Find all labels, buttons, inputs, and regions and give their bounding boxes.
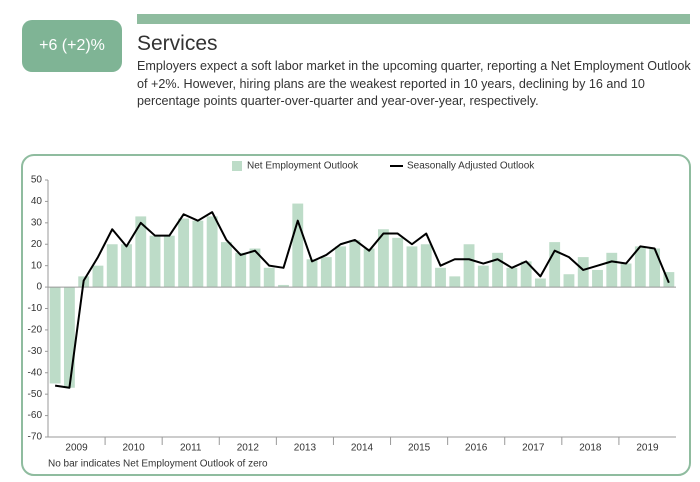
badge: +6 (+2)% (22, 20, 122, 72)
body-text: Employers expect a soft labor market in … (137, 59, 691, 108)
y-tick-label: 30 (31, 217, 43, 228)
x-tick-label: 2011 (180, 443, 202, 454)
bar (163, 235, 175, 288)
bar (263, 267, 275, 288)
bar (335, 246, 347, 288)
x-tick-label: 2017 (522, 443, 545, 454)
bar (106, 244, 118, 288)
x-tick-label: 2019 (636, 443, 659, 454)
y-tick-label: -20 (28, 325, 43, 336)
bar (520, 261, 532, 288)
bar (620, 263, 632, 288)
y-tick-label: -30 (28, 346, 43, 357)
bar (63, 287, 75, 388)
legend-swatch (232, 161, 242, 171)
bar (592, 269, 603, 288)
x-tick-label: 2010 (123, 443, 146, 454)
y-tick-label: -60 (28, 410, 43, 421)
bar (549, 242, 561, 288)
legend-label: Net Employment Outlook (247, 161, 359, 172)
bar (577, 257, 589, 288)
x-tick-label: 2009 (65, 443, 88, 454)
bar (492, 252, 504, 288)
x-tick-label: 2015 (408, 443, 431, 454)
x-tick-label: 2016 (465, 443, 488, 454)
chart-frame (21, 154, 691, 476)
bar (192, 220, 204, 288)
title: Services (137, 32, 218, 55)
x-tick-label: 2014 (351, 443, 374, 454)
header-bar (137, 14, 690, 24)
bar (320, 257, 332, 288)
bar (563, 274, 575, 288)
bar (249, 248, 261, 288)
y-tick-label: 20 (31, 239, 43, 250)
bar (534, 278, 546, 288)
line (54, 211, 670, 389)
bar (349, 239, 361, 288)
bar (206, 216, 218, 288)
bar (92, 265, 104, 288)
bar (649, 248, 661, 288)
legend-label: Seasonally Adjusted Outlook (407, 161, 535, 172)
y-tick-label: 10 (31, 260, 43, 271)
bar (406, 246, 418, 288)
bar (449, 276, 461, 288)
bar (420, 244, 432, 288)
bar (149, 235, 161, 288)
bar (235, 252, 247, 288)
bar (278, 284, 289, 288)
y-tick-label: -50 (28, 389, 43, 400)
y-tick-label: -70 (28, 432, 43, 443)
y-tick-label: 40 (31, 196, 43, 207)
y-tick-label: 0 (36, 282, 42, 293)
y-tick-label: -10 (28, 303, 43, 314)
x-tick-label: 2013 (294, 443, 317, 454)
bar (663, 272, 675, 288)
bar (135, 216, 147, 288)
bar (477, 265, 489, 288)
bar (178, 218, 190, 288)
bar (634, 246, 646, 288)
x-tick-label: 2012 (237, 443, 260, 454)
x-tick-label: 2018 (579, 443, 602, 454)
bar (392, 237, 404, 288)
y-tick-label: -40 (28, 367, 43, 378)
bar (121, 244, 132, 288)
note: No bar indicates Net Employment Outlook … (48, 459, 268, 470)
bar (463, 244, 475, 288)
y-tick-label: 50 (31, 175, 43, 186)
bar (292, 203, 304, 288)
bar (506, 267, 518, 288)
bar (49, 287, 61, 384)
bar (220, 242, 232, 288)
bar (435, 267, 446, 288)
bar (606, 252, 618, 288)
bar (377, 229, 389, 288)
bar (306, 259, 318, 288)
bar (363, 248, 375, 288)
